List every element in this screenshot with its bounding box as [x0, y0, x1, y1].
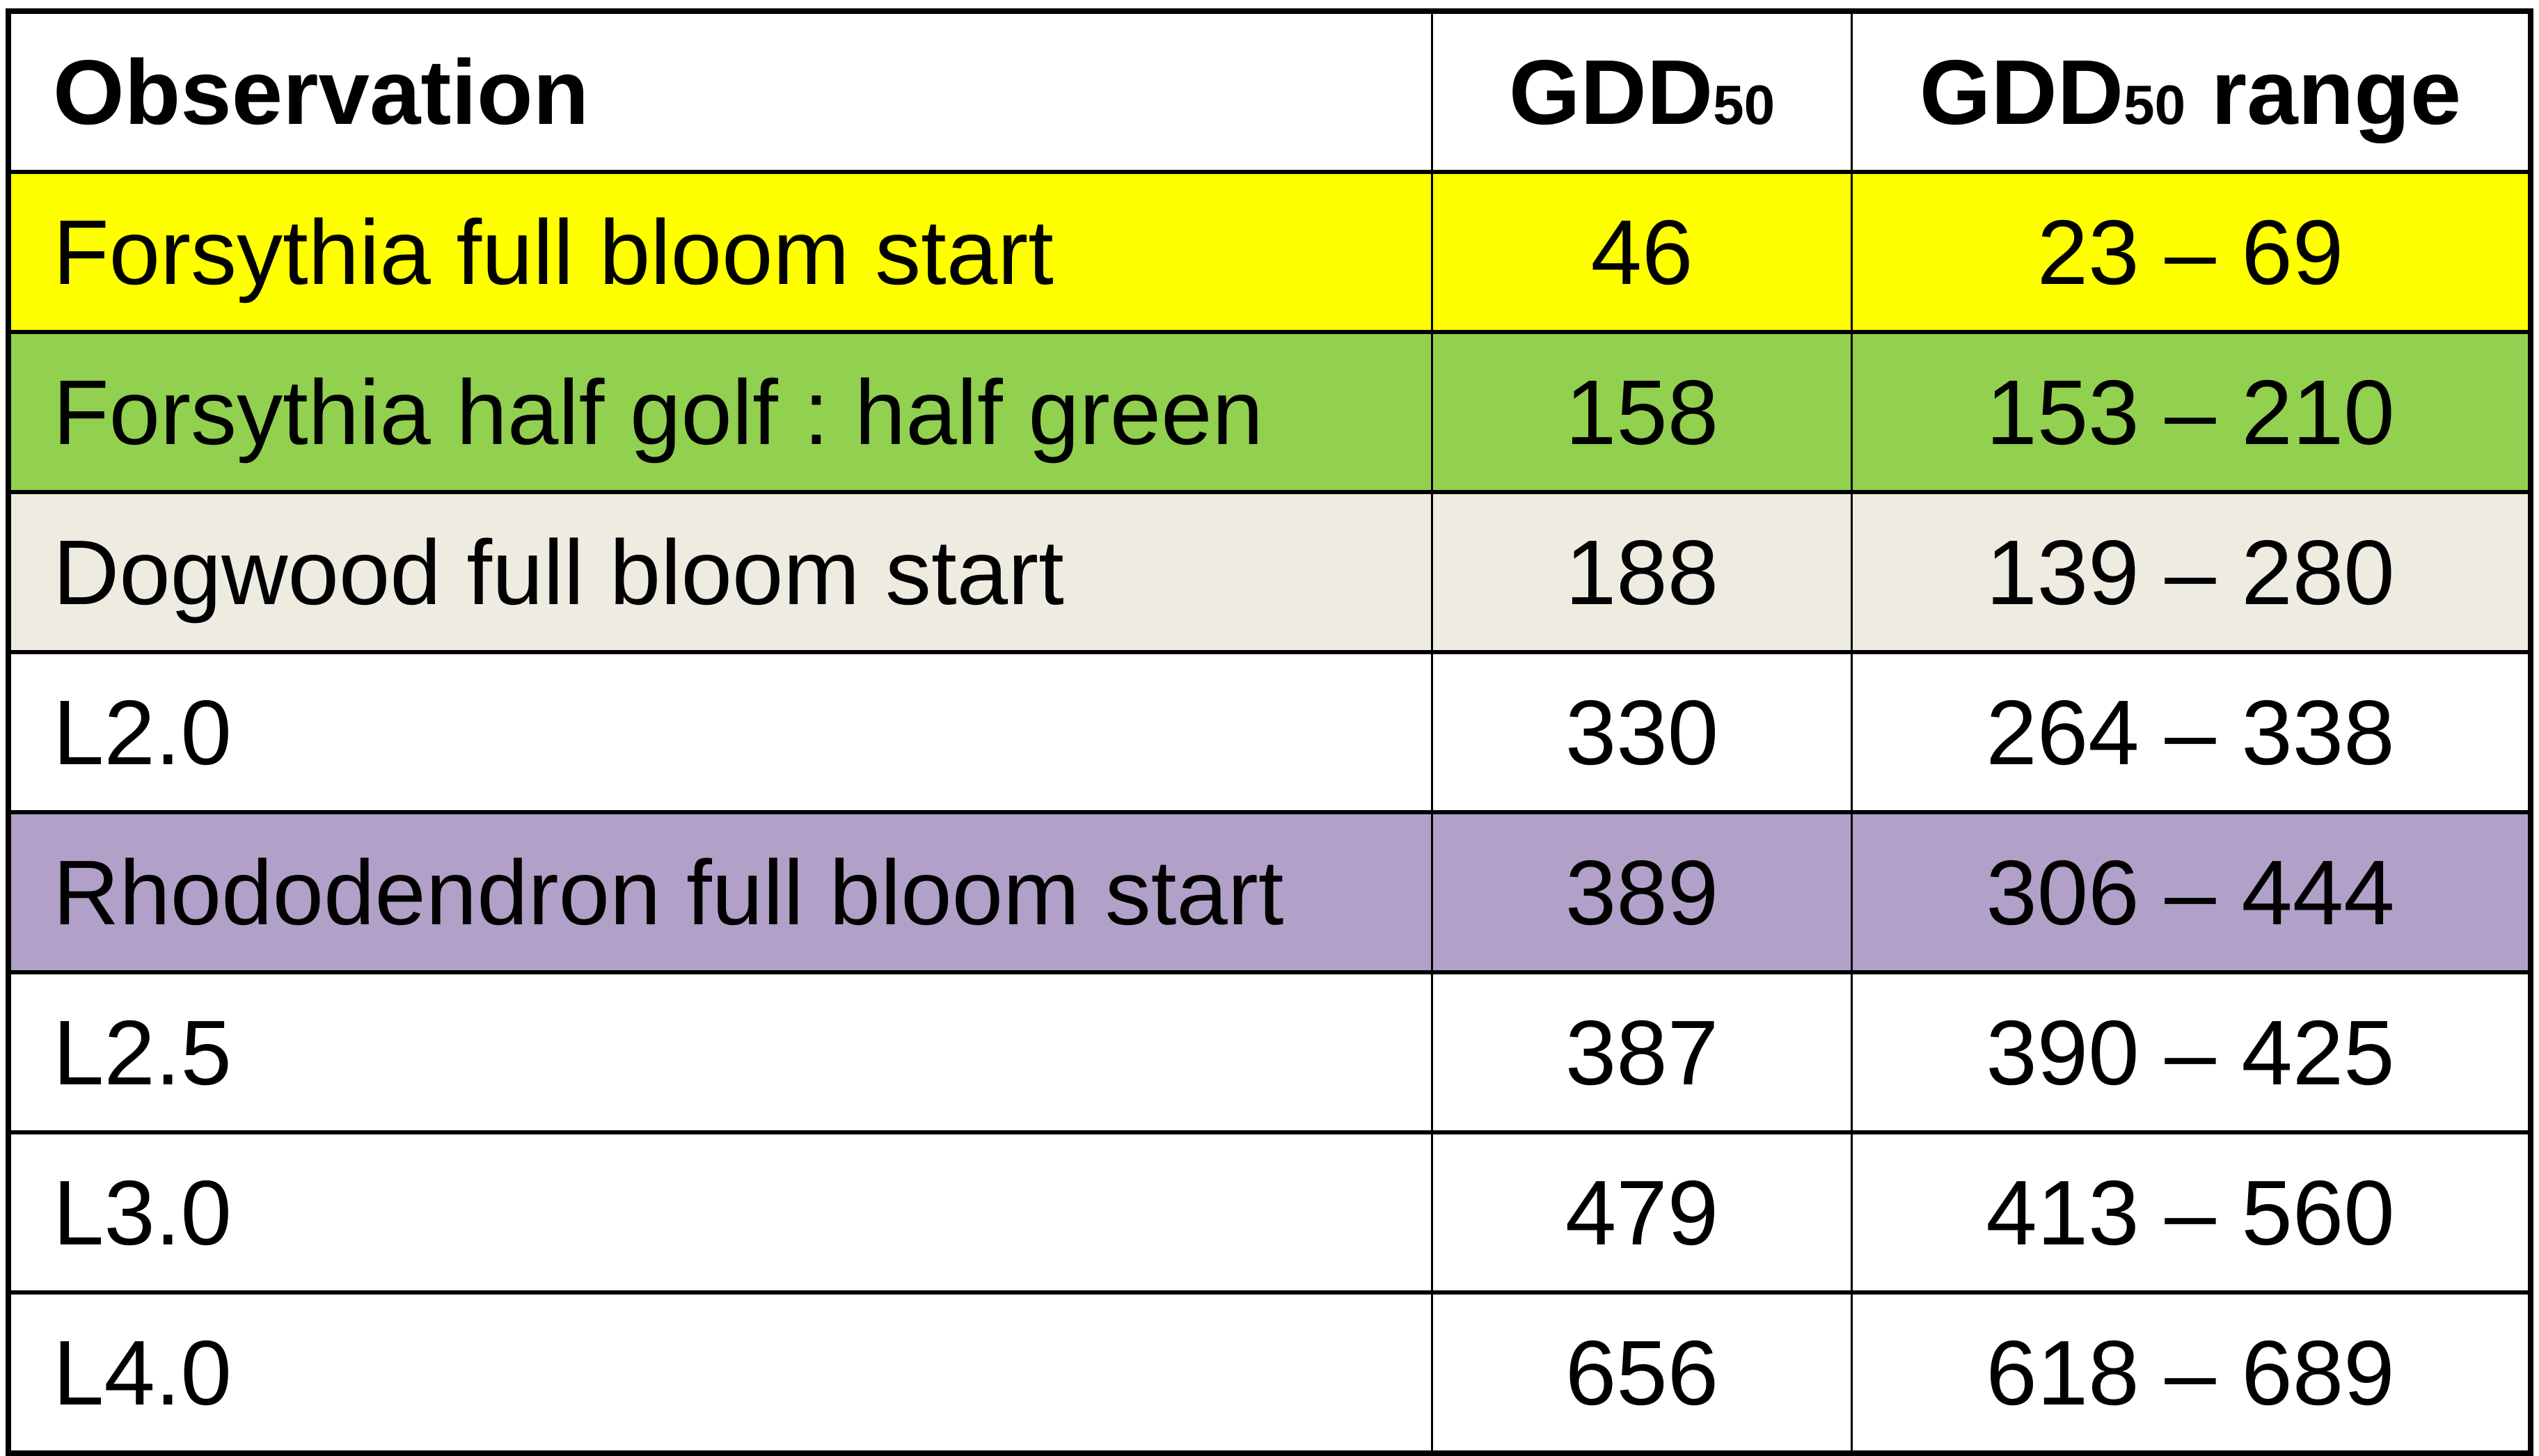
gdd-range-cell: 264 – 338	[1851, 651, 2532, 814]
observation-cell: L2.0	[7, 651, 1433, 814]
observation-cell: L3.0	[7, 1131, 1433, 1294]
observation-cell: L2.5	[7, 971, 1433, 1134]
gdd-cell: 330	[1431, 651, 1853, 814]
table-row: L2.5 387 390 – 425	[7, 971, 2532, 1134]
observation-cell: L4.0	[7, 1291, 1433, 1455]
gdd-range-cell: 306 – 444	[1851, 811, 2532, 974]
observation-cell: Rhododendron full bloom start	[7, 811, 1433, 974]
gdd-cell: 389	[1431, 811, 1853, 974]
gdd-cell: 158	[1431, 331, 1853, 493]
header-observation: Observation	[7, 10, 1433, 173]
header-gdd-label: GDD	[1508, 40, 1714, 143]
table-row: Forsythia full bloom start 46 23 – 69	[7, 171, 2532, 333]
gdd-cell: 387	[1431, 971, 1853, 1134]
header-gdd: GDD50	[1431, 10, 1853, 173]
gdd-range-cell: 153 – 210	[1851, 331, 2532, 493]
table-row: L4.0 656 618 – 689	[7, 1291, 2532, 1455]
gdd-cell: 46	[1431, 171, 1853, 333]
header-gdd-range: GDD50 range	[1851, 10, 2532, 173]
gdd-range-cell: 618 – 689	[1851, 1291, 2532, 1455]
header-range-label: GDD	[1919, 40, 2124, 143]
table-row: L2.0 330 264 – 338	[7, 651, 2532, 814]
table-row: L3.0 479 413 – 560	[7, 1131, 2532, 1294]
observation-cell: Dogwood full bloom start	[7, 491, 1433, 654]
header-gdd-sub: 50	[1713, 73, 1775, 136]
gdd-range-cell: 413 – 560	[1851, 1131, 2532, 1294]
observation-cell: Forsythia half golf : half green	[7, 331, 1433, 493]
gdd-table: Observation GDD50 GDD50 range Forsythia …	[6, 8, 2533, 1456]
header-row: Observation GDD50 GDD50 range	[7, 10, 2532, 173]
header-range-suffix: range	[2185, 40, 2462, 143]
gdd-cell: 656	[1431, 1291, 1853, 1455]
gdd-cell: 479	[1431, 1131, 1853, 1294]
gdd-range-cell: 139 – 280	[1851, 491, 2532, 654]
table-row: Forsythia half golf : half green 158 153 –…	[7, 331, 2532, 493]
table-row: Dogwood full bloom start 188 139 – 280	[7, 491, 2532, 654]
gdd-cell: 188	[1431, 491, 1853, 654]
gdd-range-cell: 390 – 425	[1851, 971, 2532, 1134]
observation-cell: Forsythia full bloom start	[7, 171, 1433, 333]
table-row: Rhododendron full bloom start 389 306 – 44…	[7, 811, 2532, 974]
gdd-range-cell: 23 – 69	[1851, 171, 2532, 333]
header-range-sub: 50	[2123, 73, 2186, 136]
